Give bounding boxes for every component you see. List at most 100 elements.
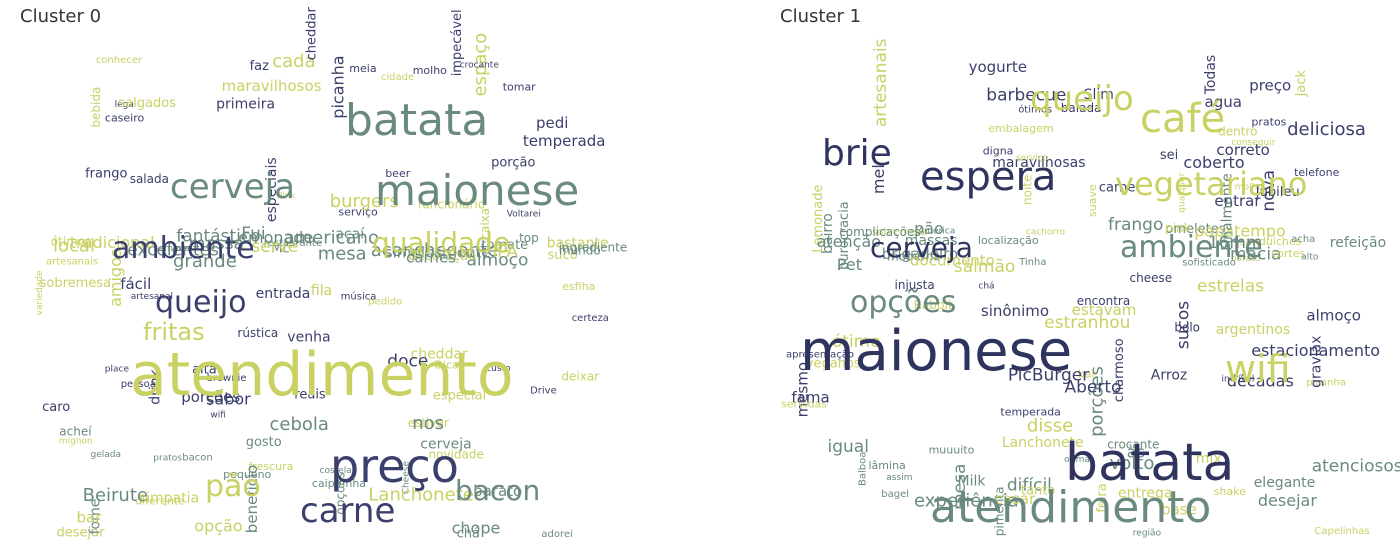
- cloud-word: crocante: [460, 61, 500, 71]
- cloud-word: mundo: [559, 244, 601, 258]
- cloud-word: difícil: [1007, 476, 1052, 496]
- cloud-word: artesanal: [131, 292, 173, 302]
- cloud-word: conhecer: [96, 55, 143, 66]
- cloud-word: nova: [1259, 170, 1279, 212]
- cloud-word: excelentes: [127, 240, 219, 260]
- cloud-word: simplesmente: [385, 243, 491, 261]
- cloud-word: deliciosa: [1287, 119, 1366, 140]
- cloud-word: tradicional: [70, 233, 155, 252]
- cloud-word: atenciosos: [1312, 457, 1400, 477]
- cloud-word: caipirinha: [312, 477, 366, 490]
- cloud-word: Lanchonete: [1002, 435, 1084, 451]
- cloud-word-large: maionese: [800, 319, 1072, 384]
- cloud-word: chope: [452, 519, 501, 538]
- cloud-word: wifi: [210, 410, 226, 420]
- cloud-word: sei: [1160, 148, 1178, 163]
- cloud-word: simpatia: [139, 490, 199, 506]
- cloud-word: local: [53, 235, 95, 256]
- cloud-word: noite: [1020, 175, 1034, 205]
- cloud-word: molho: [413, 64, 447, 77]
- cloud-word: moderna: [887, 249, 941, 263]
- cloud-word: artesanais: [871, 38, 891, 127]
- cloud-word: sabor: [206, 389, 251, 408]
- cloud-word: servidas: [781, 398, 827, 411]
- cloud-word: mel: [869, 164, 888, 194]
- cloud-word: americano: [284, 228, 379, 249]
- cloud-word: bairro: [820, 213, 836, 254]
- cloud-word: sanduíches: [1239, 235, 1301, 248]
- cloud-word: sucos: [1174, 301, 1194, 349]
- cloud-word: bar: [77, 509, 103, 527]
- cloud-word: variedade: [35, 270, 45, 316]
- cloud-word-large: queijo: [1030, 79, 1134, 119]
- cloud-word: frescura: [248, 460, 293, 473]
- cloud-word: fantástico: [176, 226, 260, 246]
- cloud-word: Fui: [241, 224, 265, 244]
- cloud-word: IPA: [492, 242, 518, 262]
- cloud-word: sobremesa: [40, 276, 111, 291]
- cloud-word: apresentação: [786, 350, 854, 361]
- cloud-word: cerveja: [420, 437, 471, 453]
- cloud-word: base: [1161, 500, 1197, 518]
- cloud-word: Finalmente: [1220, 173, 1236, 250]
- cloud-word: picanha: [329, 55, 348, 118]
- cloud-word: ótimos: [1018, 104, 1052, 116]
- cloud-word: fila: [311, 283, 332, 299]
- cloud-word-large: café: [1140, 96, 1225, 142]
- cloud-word: chá: [978, 281, 994, 291]
- cloud-word: mesmo: [794, 362, 812, 417]
- cloud-word: charmoso: [1112, 338, 1127, 402]
- cloud-word: alto: [1301, 252, 1319, 262]
- cloud-word-large: atendimento: [930, 482, 1211, 533]
- cloud-word-large: vegetariano: [1115, 165, 1307, 203]
- cloud-word: encontra: [1077, 294, 1131, 308]
- cloud-word: balada: [1061, 101, 1102, 115]
- cloud-word: atenção: [817, 232, 881, 251]
- cloud-word: agua: [1205, 93, 1242, 111]
- cloud-word: esfiha: [562, 280, 595, 293]
- cloud-word: coberto: [1183, 153, 1244, 172]
- cloud-word: Lemonade: [230, 228, 314, 247]
- cloud-word: Balboa: [858, 452, 869, 486]
- cloud-word: omeletes: [1165, 222, 1225, 237]
- cloud-word: PicBurger: [1008, 366, 1089, 386]
- cloud-word: espaço: [470, 33, 491, 97]
- cloud-word: caixa: [478, 208, 492, 240]
- cloud-word: sinônimo: [981, 302, 1049, 320]
- cloud-word: refeição: [1330, 235, 1386, 251]
- cloud-word: pratos: [153, 454, 182, 464]
- cloud-word: almoço: [467, 251, 529, 271]
- cloud-word: yogurte: [969, 58, 1027, 76]
- cloud-word: picanha: [1306, 378, 1346, 389]
- cloud-word: primeira: [216, 97, 275, 113]
- cloud-word: semana: [154, 244, 190, 254]
- cloud-word: chá: [457, 527, 480, 542]
- cloud-word: bebida: [89, 87, 103, 128]
- cloud-word: estranhou: [1044, 313, 1130, 333]
- cloud-word: complicações: [839, 225, 920, 239]
- cloud-word: pedido: [368, 297, 402, 308]
- cloud-word: Tinha: [1018, 257, 1046, 268]
- cloud-word: açaí: [335, 226, 365, 242]
- cluster-panel-0: Cluster 0 Voltarei top pedido gosto salada ar…: [0, 0, 640, 549]
- cloud-word-large: ambiente: [112, 231, 255, 266]
- cloud-word: Dica: [435, 359, 459, 372]
- cloud-word-large: pão: [205, 469, 261, 504]
- cloud-word: bolo: [1174, 321, 1200, 335]
- cloud-word: veganos: [806, 356, 861, 371]
- cloud-word: doce: [387, 352, 428, 372]
- cloud-word: frango: [1108, 215, 1163, 235]
- cloud-word: temperada: [1000, 406, 1061, 419]
- cloud-word: barato: [473, 482, 522, 500]
- cloud-word: pedi: [536, 114, 568, 132]
- cloud-word: Voltarei: [507, 209, 541, 219]
- cloud-word: suave: [1086, 184, 1099, 217]
- cloud-word-large: qualidade: [372, 226, 510, 259]
- cloud-word: barato: [1231, 254, 1261, 264]
- cloud-word: carne: [1099, 180, 1135, 195]
- cloud-word: shake: [1214, 485, 1246, 498]
- cloud-word: igual: [828, 437, 869, 457]
- cloud-word: rústica: [237, 326, 278, 340]
- cloud-word-large: espera: [920, 154, 1056, 200]
- cloud-word: Capelinhas: [1314, 526, 1369, 537]
